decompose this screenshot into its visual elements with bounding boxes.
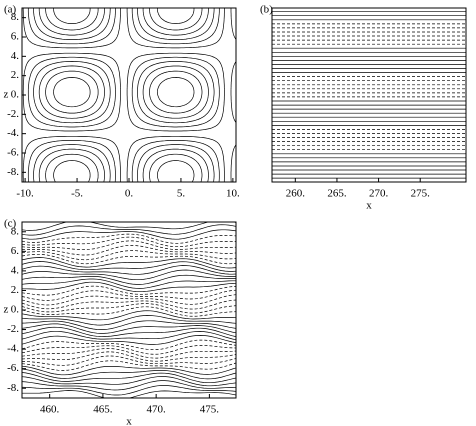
- contour-line: [22, 269, 236, 281]
- y-tick-label: -4.: [7, 343, 19, 355]
- contour-line: [22, 224, 236, 236]
- contour-line: [22, 261, 236, 272]
- contour-line: [45, 8, 203, 182]
- contour-line: [22, 236, 236, 248]
- plot-frame: [271, 7, 467, 183]
- panel: [272, 11, 466, 179]
- contour-line: [22, 233, 236, 244]
- contour-line: [22, 380, 236, 391]
- contour-line: [22, 335, 236, 345]
- contour-line: [33, 8, 215, 182]
- y-tick-label: -6.: [7, 147, 19, 159]
- contour-line: [33, 8, 215, 182]
- y-tick-label: -2.: [7, 108, 19, 120]
- panel: [22, 222, 236, 398]
- x-tick-label: 10.: [226, 188, 240, 200]
- y-tick-label: 8.: [11, 11, 20, 23]
- contour-line: [22, 320, 236, 330]
- x-axis-label: x: [366, 200, 372, 212]
- x-tick-label: 460.: [40, 404, 60, 416]
- contour-line: [22, 281, 236, 293]
- x-tick-label: 465.: [93, 404, 113, 416]
- contour-line: [22, 8, 236, 182]
- y-tick-label: 4.: [11, 50, 20, 62]
- contour-line: [22, 274, 236, 285]
- contour-line: [22, 240, 236, 251]
- x-tick-label: 260.: [286, 188, 306, 200]
- contour-line: [27, 8, 220, 182]
- contour-line: [22, 294, 236, 306]
- y-tick-label: -8.: [7, 382, 19, 394]
- panel-label: (a): [4, 4, 17, 16]
- x-tick-label: 470.: [147, 404, 167, 416]
- contour-line: [22, 303, 236, 314]
- x-tick-label: 475.: [200, 404, 220, 416]
- contour-line: [22, 285, 236, 296]
- y-tick-label: 0.: [11, 304, 20, 316]
- x-tick-label: 270.: [369, 188, 389, 200]
- contour-line: [53, 8, 195, 182]
- y-tick-label: 2.: [11, 69, 20, 81]
- contour-line: [22, 257, 236, 269]
- contour-line: [22, 355, 236, 366]
- contour-line: [22, 372, 236, 384]
- x-tick-label: 275.: [411, 188, 431, 200]
- contour-line: [22, 390, 236, 398]
- contour-line: [22, 306, 236, 317]
- contour-line: [22, 250, 236, 261]
- contour-line: [22, 323, 236, 334]
- contour-line: [22, 289, 236, 301]
- contour-line: [45, 8, 203, 182]
- contour-line: [22, 229, 236, 240]
- plot-frame: [21, 221, 237, 399]
- x-tick-label: -5.: [71, 188, 83, 200]
- contour-line: [22, 245, 236, 256]
- y-tick-label: 0.: [11, 89, 20, 101]
- y-tick-label: -8.: [7, 166, 19, 178]
- panel: [22, 8, 236, 182]
- y-axis-label: z: [4, 89, 9, 101]
- contour-line: [22, 365, 236, 376]
- y-tick-label: 8.: [11, 225, 20, 237]
- contour-line: [38, 8, 209, 182]
- y-tick-label: 2.: [11, 284, 20, 296]
- contour-line: [22, 348, 236, 359]
- contour-line: [22, 253, 236, 265]
- contour-line: [22, 368, 236, 380]
- contour-line: [22, 330, 236, 341]
- contour-line: [53, 8, 195, 182]
- panel-label: (c): [4, 218, 17, 230]
- contour-line: [22, 360, 236, 371]
- contour-line: [22, 278, 236, 289]
- contour-line: [27, 8, 220, 182]
- contour-line: [22, 326, 236, 337]
- contour-line: [22, 339, 236, 351]
- contour-line: [22, 8, 236, 182]
- panel-label: (b): [260, 4, 273, 16]
- contour-line: [22, 222, 236, 231]
- contour-line: [22, 299, 236, 310]
- contour-line: [22, 310, 236, 321]
- contour-line: [22, 351, 236, 362]
- y-tick-label: -6.: [7, 362, 19, 374]
- x-tick-label: 5.: [177, 188, 186, 200]
- y-tick-label: 4.: [11, 264, 20, 276]
- contour-line: [38, 8, 209, 182]
- y-axis-label: z: [4, 304, 9, 316]
- x-tick-label: 265.: [327, 188, 347, 200]
- x-axis-label: x: [126, 416, 132, 426]
- y-tick-label: -2.: [7, 323, 19, 335]
- y-tick-label: -4.: [7, 127, 19, 139]
- contour-line: [22, 345, 236, 355]
- contour-line: [22, 385, 236, 396]
- y-tick-label: 6.: [11, 245, 20, 257]
- x-tick-label: -10.: [16, 188, 34, 200]
- y-tick-label: 6.: [11, 31, 20, 43]
- x-tick-label: 0.: [125, 188, 134, 200]
- contour-line: [22, 265, 236, 275]
- contour-line: [22, 376, 236, 387]
- contour-line: [22, 315, 236, 326]
